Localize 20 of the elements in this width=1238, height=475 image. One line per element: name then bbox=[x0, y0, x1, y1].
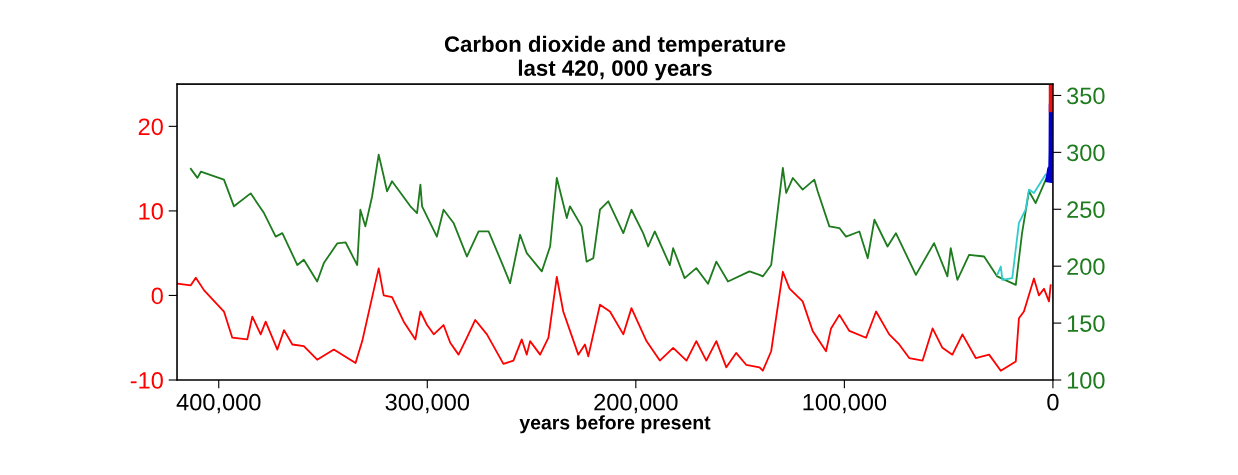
y-tick-label: 0 bbox=[151, 287, 163, 305]
y-tick-label: 10 bbox=[139, 202, 163, 220]
y2-tick-label: 350 bbox=[1067, 87, 1105, 105]
y-tick-label: 20 bbox=[138, 118, 163, 136]
x-tick-label: 100,000 bbox=[803, 393, 887, 414]
chart-title: Carbon dioxide and temperature last 420, 000 years bbox=[444, 35, 786, 81]
line-series bbox=[189, 153, 1049, 286]
y2-tick-label: 150 bbox=[1067, 315, 1105, 332]
line-series bbox=[177, 267, 1052, 372]
x-tick-label: 400,000 bbox=[176, 393, 261, 414]
x-tick-label: 200,000 bbox=[594, 393, 678, 414]
y2-tick-label: 100 bbox=[1067, 372, 1105, 389]
y2-tick-label: 250 bbox=[1067, 201, 1105, 219]
x-tick-label: 300,000 bbox=[385, 393, 470, 414]
y2-tick-label: 300 bbox=[1067, 144, 1105, 162]
line-series bbox=[996, 173, 1047, 281]
y2-tick-label: 200 bbox=[1067, 258, 1105, 275]
x-axis-title: years before present bbox=[519, 415, 711, 434]
y-tick-label: -10 bbox=[130, 372, 163, 389]
x-tick-label: 0 bbox=[1047, 393, 1059, 411]
